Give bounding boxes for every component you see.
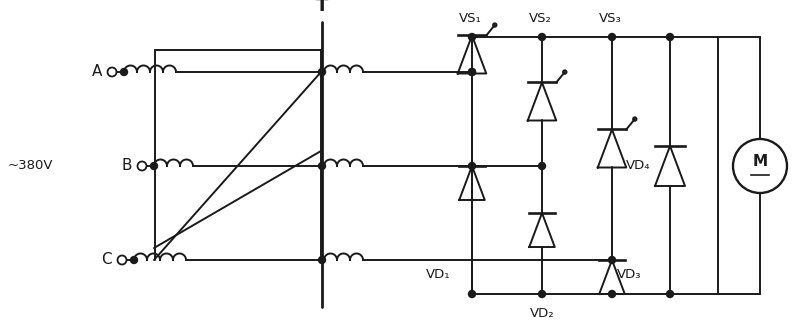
Text: T: T (316, 0, 328, 15)
Text: VD₄: VD₄ (626, 159, 650, 173)
Text: M: M (753, 154, 767, 170)
Circle shape (150, 162, 158, 170)
Circle shape (609, 290, 615, 297)
Text: VS₃: VS₃ (598, 12, 622, 25)
Circle shape (469, 68, 475, 75)
Circle shape (318, 162, 326, 170)
Circle shape (318, 257, 326, 264)
Circle shape (469, 162, 475, 170)
Circle shape (130, 257, 138, 264)
Text: VS₂: VS₂ (529, 12, 551, 25)
Circle shape (538, 290, 546, 297)
Circle shape (538, 162, 546, 170)
Circle shape (318, 68, 326, 75)
Text: C: C (102, 253, 112, 268)
Circle shape (107, 67, 117, 76)
Text: VD₃: VD₃ (617, 269, 642, 282)
Circle shape (469, 68, 475, 75)
Text: VD₂: VD₂ (530, 307, 554, 320)
Circle shape (609, 257, 615, 264)
Circle shape (666, 290, 674, 297)
Circle shape (469, 290, 475, 297)
Circle shape (666, 34, 674, 41)
Circle shape (469, 34, 475, 41)
Text: A: A (92, 64, 102, 79)
Circle shape (118, 256, 126, 265)
Circle shape (538, 34, 546, 41)
Circle shape (121, 68, 127, 75)
Text: VS₁: VS₁ (458, 12, 482, 25)
Text: B: B (122, 158, 132, 174)
Circle shape (609, 34, 615, 41)
Circle shape (138, 161, 146, 171)
Text: ~380V: ~380V (8, 159, 54, 173)
Text: VD₁: VD₁ (426, 269, 450, 282)
